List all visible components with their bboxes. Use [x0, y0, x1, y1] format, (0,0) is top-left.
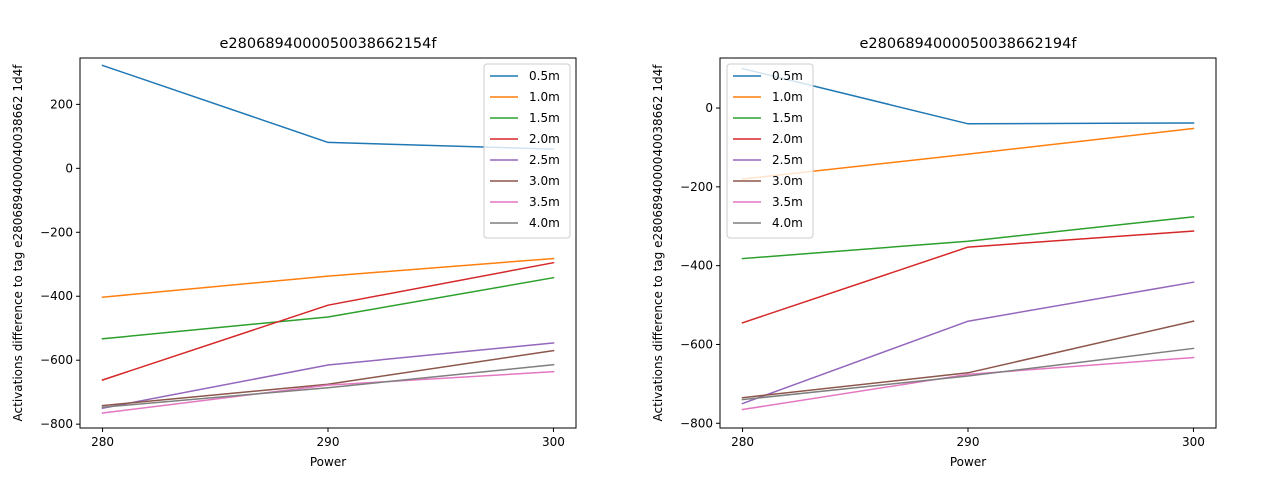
y-tick-label: −800 [40, 417, 73, 431]
series-line-2.0m [101, 261, 555, 381]
x-axis-label: Power [950, 455, 986, 469]
series-line-3.5m [741, 356, 1195, 411]
y-tick-label: 200 [50, 97, 73, 111]
y-tick-label: −400 [680, 259, 713, 273]
series-line-1.5m [741, 215, 1195, 260]
legend-label: 2.0m [772, 132, 803, 146]
y-tick-label: −400 [40, 289, 73, 303]
legend-label: 0.5m [772, 69, 803, 83]
legend-label: 2.5m [772, 153, 803, 167]
series-line-1.5m [101, 276, 555, 340]
x-tick-label: 300 [1182, 435, 1205, 449]
chart-right: 280 290 300 0 −200 −400 −600 −800 e2806894000050… [651, 36, 1217, 469]
legend-label: 2.5m [529, 153, 560, 167]
series-line-4.0m [741, 347, 1195, 401]
x-tick-label: 280 [91, 435, 114, 449]
y-tick-label: −200 [680, 180, 713, 194]
series-line-2.5m [101, 342, 555, 410]
series-line-1.0m [101, 257, 555, 299]
y-tick-label: −200 [40, 225, 73, 239]
x-tick-label: 290 [957, 435, 980, 449]
legend-label: 4.0m [772, 216, 803, 230]
chart-title: e2806894000050038662194f [860, 36, 1078, 52]
series-line-3.0m [101, 349, 555, 407]
x-tick-label: 300 [542, 435, 565, 449]
y-axis-label: Activations difference to tag e280689400… [651, 64, 665, 422]
x-axis-label: Power [310, 455, 346, 469]
x-tick-label: 290 [317, 435, 340, 449]
legend: 0.5m 1.0m 1.5m 2.0m 2.5m 3.0m 3.5m 4.0m [483, 63, 571, 239]
series-line-0.5m [741, 67, 1195, 125]
legend-label: 2.0m [529, 132, 560, 146]
y-tick-label: −600 [680, 337, 713, 351]
legend-label: 1.0m [529, 90, 560, 104]
legend-box [483, 63, 571, 239]
legend-label: 1.5m [529, 111, 560, 125]
legend-label: 4.0m [529, 216, 560, 230]
series-line-2.0m [741, 230, 1195, 324]
legend-label: 0.5m [529, 69, 560, 83]
series-line-3.5m [101, 370, 555, 414]
legend-label: 3.0m [772, 174, 803, 188]
series-line-4.0m [101, 363, 555, 409]
legend-label: 3.5m [772, 195, 803, 209]
legend: 0.5m 1.0m 1.5m 2.0m 2.5m 3.0m 3.5m 4.0m [726, 63, 814, 239]
x-tick-label: 280 [731, 435, 754, 449]
legend-label: 3.5m [529, 195, 560, 209]
series-line-0.5m [101, 64, 555, 150]
series-line-1.0m [741, 127, 1195, 180]
y-tick-label: −600 [40, 353, 73, 367]
y-tick-label: 0 [65, 161, 73, 175]
legend-label: 1.5m [772, 111, 803, 125]
series-line-2.5m [741, 281, 1195, 405]
series-line-3.0m [741, 320, 1195, 399]
legend-label: 1.0m [772, 90, 803, 104]
y-axis-label: Activations difference to tag e280689400… [11, 64, 25, 422]
chart-left: 280 290 300 200 0 −200 −400 −600 −800 e2806894000… [11, 36, 577, 469]
legend-box [726, 63, 814, 239]
y-tick-label: −800 [680, 416, 713, 430]
legend-label: 3.0m [529, 174, 560, 188]
chart-title: e2806894000050038662154f [220, 36, 438, 52]
y-tick-label: 0 [705, 101, 713, 115]
